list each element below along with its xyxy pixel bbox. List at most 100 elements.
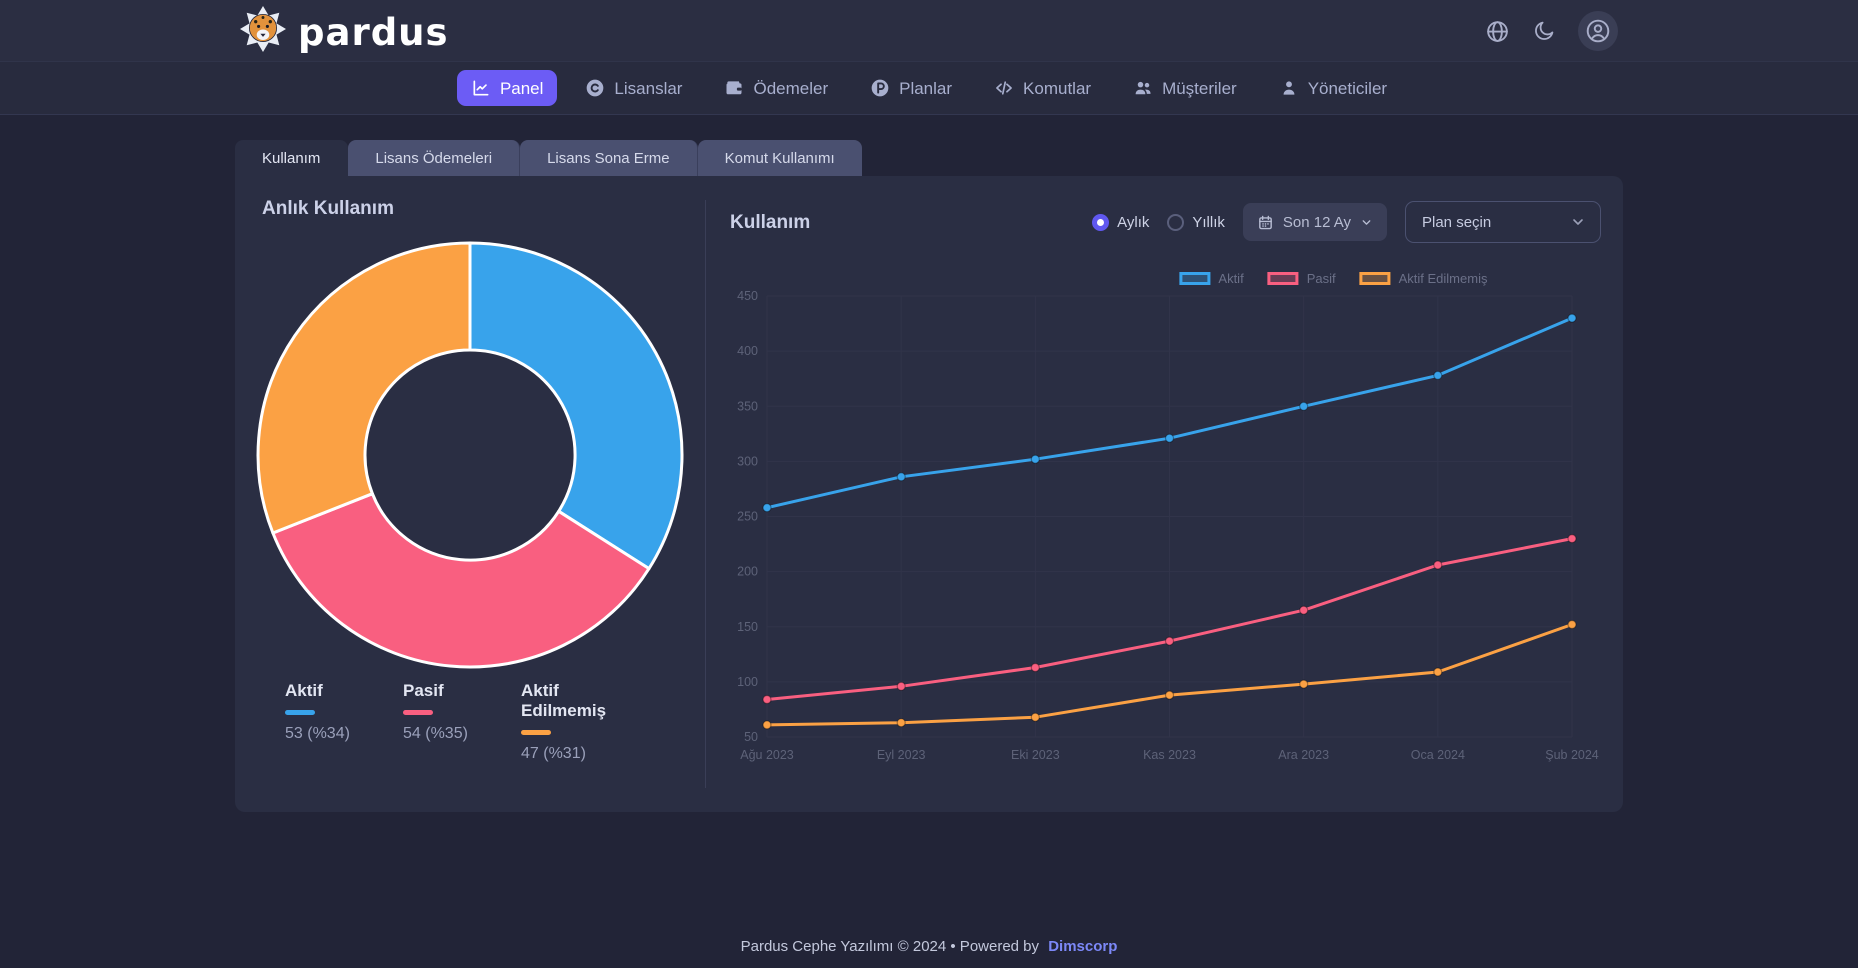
nav-item-ödemeler[interactable]: Ödemeler: [710, 70, 842, 106]
line-legend-item-aktif-edilmemiş[interactable]: Aktif Edilmemiş: [1359, 271, 1488, 286]
license-icon: [585, 78, 605, 98]
nav-item-label: Yöneticiler: [1307, 78, 1388, 98]
admin-icon: [1279, 78, 1299, 98]
header-actions: [1485, 0, 1618, 62]
chart-line-icon: [471, 78, 491, 98]
line-legend-item-aktif[interactable]: Aktif: [1179, 271, 1244, 286]
legend-label: Aktif Edilmemiş: [1398, 271, 1488, 286]
app-header: pardus: [0, 0, 1858, 62]
date-range-label: Son 12 Ay: [1282, 213, 1351, 231]
donut-segment-aktif: [468, 241, 684, 571]
wallet-icon: [724, 78, 744, 98]
legend-value: 47 (%31): [521, 745, 586, 762]
legend-swatch: [1267, 272, 1299, 285]
radio-dot: [1167, 213, 1185, 231]
radio-label: Yıllık: [1192, 213, 1225, 231]
legend-name: Aktif Edilmemiş: [521, 681, 607, 720]
panel-divider: [705, 200, 706, 788]
footer-text: Pardus Cephe Yazılımı © 2024 • Powered b…: [740, 938, 1040, 955]
code-icon: [994, 78, 1014, 98]
instant-usage-title: Anlık Kullanım: [262, 198, 394, 219]
main-nav: Panel Lisanslar Ödemeler Planlar Komutlar Müş…: [0, 62, 1858, 115]
nav-item-label: Lisanslar: [614, 78, 683, 98]
tab-lisans-sona-erme[interactable]: Lisans Sona Erme: [520, 140, 698, 176]
plan-icon: [870, 78, 890, 98]
legend-value: 54 (%35): [403, 725, 468, 742]
footer-link[interactable]: Dimscorp: [1048, 938, 1118, 955]
svg-text:Oca 2024: Oca 2024: [1411, 748, 1465, 762]
radio-aylık[interactable]: Aylık: [1092, 213, 1150, 231]
donut-legend-item-aktif-edilmemiş: Aktif Edilmemiş 47 (%31): [521, 681, 639, 763]
svg-text:250: 250: [737, 510, 758, 524]
tab-kullanım[interactable]: Kullanım: [235, 140, 349, 176]
donut-legend: Aktif 53 (%34) Pasif 54 (%35) Aktif Edilmemi…: [285, 681, 639, 763]
nav-item-müşteriler[interactable]: Müşteriler: [1119, 70, 1251, 106]
radio-dot: [1092, 213, 1110, 231]
tab-lisans-ödemeleri[interactable]: Lisans Ödemeleri: [348, 140, 521, 176]
calendar-icon: [1257, 214, 1274, 231]
nav-item-planlar[interactable]: Planlar: [856, 70, 966, 106]
svg-text:50: 50: [744, 730, 758, 744]
svg-text:400: 400: [737, 344, 758, 358]
legend-swatch: [1359, 272, 1391, 285]
content-tabs: Kullanım Lisans Ödemeleri Lisans Sona Erme…: [235, 140, 862, 176]
language-button[interactable]: [1485, 19, 1510, 44]
tab-komut-kullanımı[interactable]: Komut Kullanımı: [697, 140, 862, 176]
svg-text:200: 200: [737, 565, 758, 579]
svg-text:Kas 2023: Kas 2023: [1143, 748, 1196, 762]
user-avatar-icon: [1585, 18, 1611, 44]
globe-icon: [1485, 19, 1510, 44]
svg-text:100: 100: [737, 675, 758, 689]
nav-item-komutlar[interactable]: Komutlar: [980, 70, 1105, 106]
legend-color-pill: [285, 710, 315, 715]
moon-icon: [1532, 19, 1556, 43]
radio-label: Aylık: [1117, 213, 1150, 231]
legend-label: Aktif: [1218, 271, 1244, 286]
usage-chart-title: Kullanım: [730, 212, 811, 233]
nav-item-panel[interactable]: Panel: [456, 70, 558, 106]
svg-text:150: 150: [737, 620, 758, 634]
legend-name: Aktif: [285, 681, 323, 700]
svg-text:Şub 2024: Şub 2024: [1545, 748, 1599, 762]
svg-text:350: 350: [737, 399, 758, 413]
donut-legend-item-pasif: Pasif 54 (%35): [403, 681, 521, 763]
legend-swatch: [1179, 272, 1211, 285]
plan-select-value: Plan seçin: [1422, 213, 1492, 231]
nav-item-label: Planlar: [899, 78, 953, 98]
nav-item-label: Panel: [499, 78, 544, 98]
radio-yıllık[interactable]: Yıllık: [1167, 213, 1225, 231]
legend-color-pill: [403, 710, 433, 715]
brand: pardus: [240, 0, 449, 62]
nav-item-label: Komutlar: [1023, 78, 1092, 98]
svg-text:Ara 2023: Ara 2023: [1278, 748, 1329, 762]
donut-segment-pasif: [271, 492, 651, 669]
nav-item-lisanslar[interactable]: Lisanslar: [571, 70, 696, 106]
nav-item-label: Müşteriler: [1162, 78, 1237, 98]
svg-text:Eyl 2023: Eyl 2023: [877, 748, 926, 762]
app-footer: Pardus Cephe Yazılımı © 2024 • Powered b…: [0, 938, 1858, 955]
svg-text:450: 450: [737, 289, 758, 303]
legend-name: Pasif: [403, 681, 444, 700]
instant-usage-panel: Anlık Kullanım Aktif 53 (%34) Pasif 54 (%35…: [235, 176, 705, 812]
donut-chart: [256, 241, 684, 669]
account-button[interactable]: [1578, 11, 1618, 51]
chart-controls: Aylık Yıllık Son 12 Ay Plan seçin: [1092, 201, 1601, 243]
nav-item-label: Ödemeler: [753, 78, 829, 98]
svg-text:Ağu 2023: Ağu 2023: [740, 748, 794, 762]
legend-color-pill: [521, 730, 551, 735]
line-chart-legend: Aktif Pasif Aktif Edilmemiş: [1179, 271, 1487, 286]
line-legend-item-pasif[interactable]: Pasif: [1267, 271, 1336, 286]
nav-item-yöneticiler[interactable]: Yöneticiler: [1265, 70, 1401, 106]
customers-icon: [1133, 78, 1153, 98]
legend-label: Pasif: [1306, 271, 1336, 286]
donut-legend-item-aktif: Aktif 53 (%34): [285, 681, 403, 763]
date-range-button[interactable]: Son 12 Ay: [1242, 203, 1387, 241]
plan-select[interactable]: Plan seçin: [1405, 201, 1601, 243]
chevron-down-icon: [1570, 214, 1586, 230]
period-radio-group: Aylık Yıllık: [1092, 213, 1225, 231]
usage-chart-panel: Kullanım Aylık Yıllık Son 12 Ay: [705, 176, 1623, 812]
svg-text:Eki 2023: Eki 2023: [1011, 748, 1060, 762]
theme-toggle-button[interactable]: [1532, 19, 1556, 43]
dashboard-card: Anlık Kullanım Aktif 53 (%34) Pasif 54 (%35…: [235, 176, 1623, 812]
